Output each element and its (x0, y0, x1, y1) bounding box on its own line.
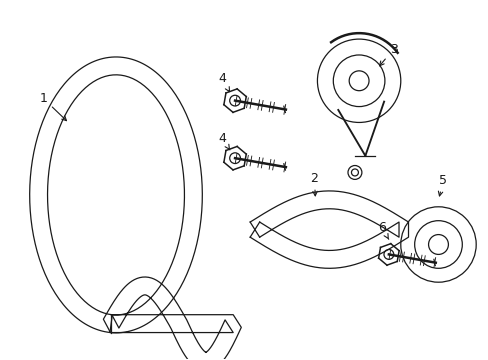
Text: 4: 4 (218, 132, 229, 150)
Text: 2: 2 (310, 171, 318, 196)
Text: 4: 4 (218, 72, 229, 91)
Text: 5: 5 (437, 174, 447, 196)
Text: 1: 1 (40, 92, 66, 121)
Text: 3: 3 (379, 42, 397, 66)
Text: 6: 6 (377, 221, 388, 239)
